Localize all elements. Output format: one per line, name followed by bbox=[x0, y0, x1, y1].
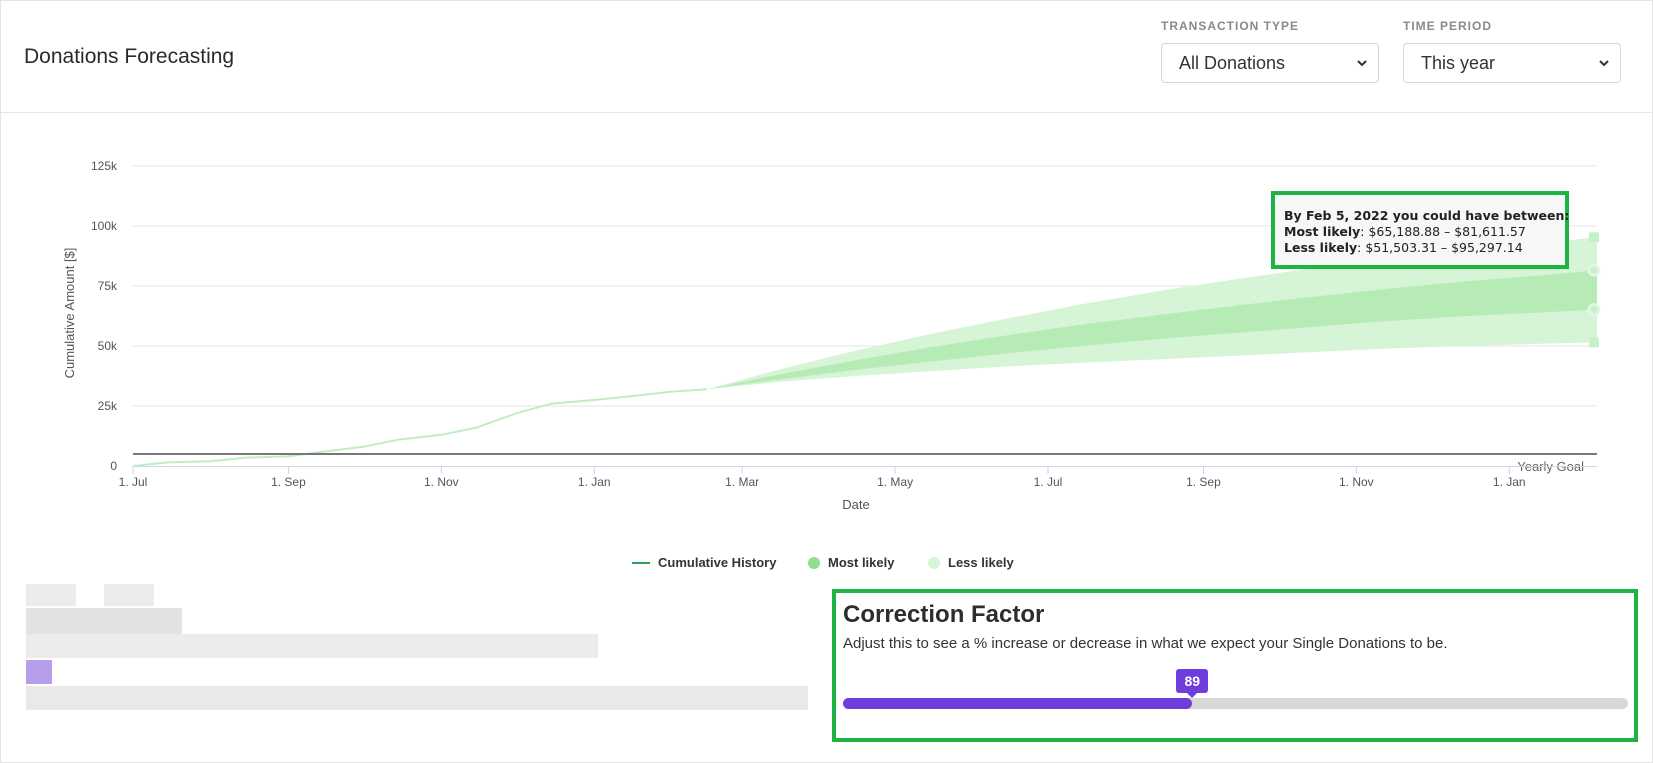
tooltip-less-likely-part: : $51,503.31 – $95,297.14 bbox=[1357, 240, 1523, 255]
tooltip-most-likely: Most likely: $65,188.88 – $81,611.57 bbox=[1284, 224, 1526, 239]
slider-fill[interactable] bbox=[843, 698, 1193, 709]
legend-history[interactable]: Cumulative History bbox=[632, 555, 776, 570]
x-tick-label: 1. Sep bbox=[271, 475, 306, 489]
x-tick-label: 1. Jul bbox=[119, 475, 148, 489]
legend-history-label: Cumulative History bbox=[658, 555, 777, 570]
x-tick-label: 1. Jul bbox=[1034, 475, 1063, 489]
tooltip-frame bbox=[1271, 191, 1569, 269]
page-title: Donations Forecasting bbox=[24, 45, 235, 68]
history-swatch bbox=[632, 561, 650, 564]
slider-value-badge: 89 bbox=[1176, 669, 1209, 698]
y-tick-label: 50k bbox=[98, 339, 118, 353]
time-period-select[interactable]: This year bbox=[1403, 43, 1621, 83]
legend-less-label: Less likely bbox=[948, 555, 1014, 570]
tooltip-most-likely-part: Most likely bbox=[1284, 224, 1360, 239]
legend-less-likely[interactable]: Less likely bbox=[928, 555, 1014, 570]
tooltip-less-likely: Less likely: $51,503.31 – $95,297.14 bbox=[1284, 240, 1523, 255]
most-low-marker bbox=[1587, 303, 1601, 317]
time-period-label: TIME PERIOD bbox=[1403, 19, 1493, 33]
chart-legend: Cumulative History Most likely Less like… bbox=[0, 553, 1653, 577]
chevron-down-icon bbox=[1599, 60, 1609, 67]
most-likely-swatch bbox=[808, 556, 820, 569]
history-series bbox=[132, 388, 708, 467]
tooltip-heading-part: By Feb 5, 2022 you could have between: bbox=[1284, 208, 1569, 223]
forecast-chart: Yearly Goal 0 25k 50k 75k 100k 125k 1. Jul 1. S… bbox=[0, 130, 1653, 550]
tooltip-heading: By Feb 5, 2022 you could have between: bbox=[1284, 208, 1569, 223]
y-axis-title: Cumulative Amount [$] bbox=[62, 248, 77, 379]
forecast-end-markers bbox=[1587, 232, 1601, 348]
y-tick-label: 75k bbox=[98, 279, 118, 293]
legend-most-likely[interactable]: Most likely bbox=[808, 555, 894, 570]
forecast-tooltip: By Feb 5, 2022 you could have between:Mo… bbox=[1271, 191, 1569, 269]
x-tick-label: 1. Nov bbox=[1339, 475, 1374, 489]
transaction-type-label: TRANSACTION TYPE bbox=[1161, 19, 1300, 33]
y-tick-label: 25k bbox=[98, 399, 118, 413]
x-tick-label: 1. Jan bbox=[1493, 475, 1526, 489]
x-axis-title: Date bbox=[842, 497, 869, 512]
correction-factor-description: Adjust this to see a % increase or decre… bbox=[843, 635, 1448, 652]
less-high-marker bbox=[1589, 232, 1599, 243]
x-tick-label: 1. Jan bbox=[578, 475, 611, 489]
legend-most-label: Most likely bbox=[828, 555, 895, 570]
y-tick-label: 100k bbox=[91, 219, 118, 233]
time-period-value: This year bbox=[1421, 53, 1496, 73]
chart-axes: 0 25k 50k 75k 100k 125k 1. Jul 1. Sep 1. Nov 1. J… bbox=[62, 159, 1597, 512]
transaction-type-select[interactable]: All Donations bbox=[1161, 43, 1379, 83]
card-header: Donations Forecasting TRANSACTION TYPE A… bbox=[1, 1, 1652, 113]
chevron-down-icon bbox=[1357, 60, 1367, 67]
history-line bbox=[132, 388, 708, 467]
tooltip-most-likely-part: : $65,188.88 – $81,611.57 bbox=[1360, 224, 1526, 239]
less-likely-swatch bbox=[928, 556, 940, 569]
correction-factor-title: Correction Factor bbox=[843, 601, 1045, 628]
y-tick-label: 125k bbox=[91, 159, 118, 173]
correction-factor-slider[interactable] bbox=[843, 698, 1628, 709]
x-tick-label: 1. May bbox=[877, 475, 913, 489]
y-tick-label: 0 bbox=[110, 459, 117, 473]
yearly-goal: Yearly Goal bbox=[133, 453, 1597, 474]
most-high-marker bbox=[1587, 263, 1601, 277]
x-tick-label: 1. Mar bbox=[725, 475, 759, 489]
x-tick-label: 1. Sep bbox=[1186, 475, 1221, 489]
forecast-bands bbox=[707, 237, 1597, 390]
most-likely-band bbox=[707, 270, 1597, 390]
tooltip-less-likely-part: Less likely bbox=[1284, 240, 1357, 255]
transaction-type-value: All Donations bbox=[1179, 53, 1286, 73]
correction-factor-panel: Correction Factor Adjust this to see a %… bbox=[832, 589, 1638, 742]
less-low-marker bbox=[1589, 337, 1599, 348]
forecast-chart-svg: Yearly Goal 0 25k 50k 75k 100k 125k 1. Jul 1. S… bbox=[62, 159, 1601, 512]
x-tick-label: 1. Nov bbox=[424, 475, 459, 489]
